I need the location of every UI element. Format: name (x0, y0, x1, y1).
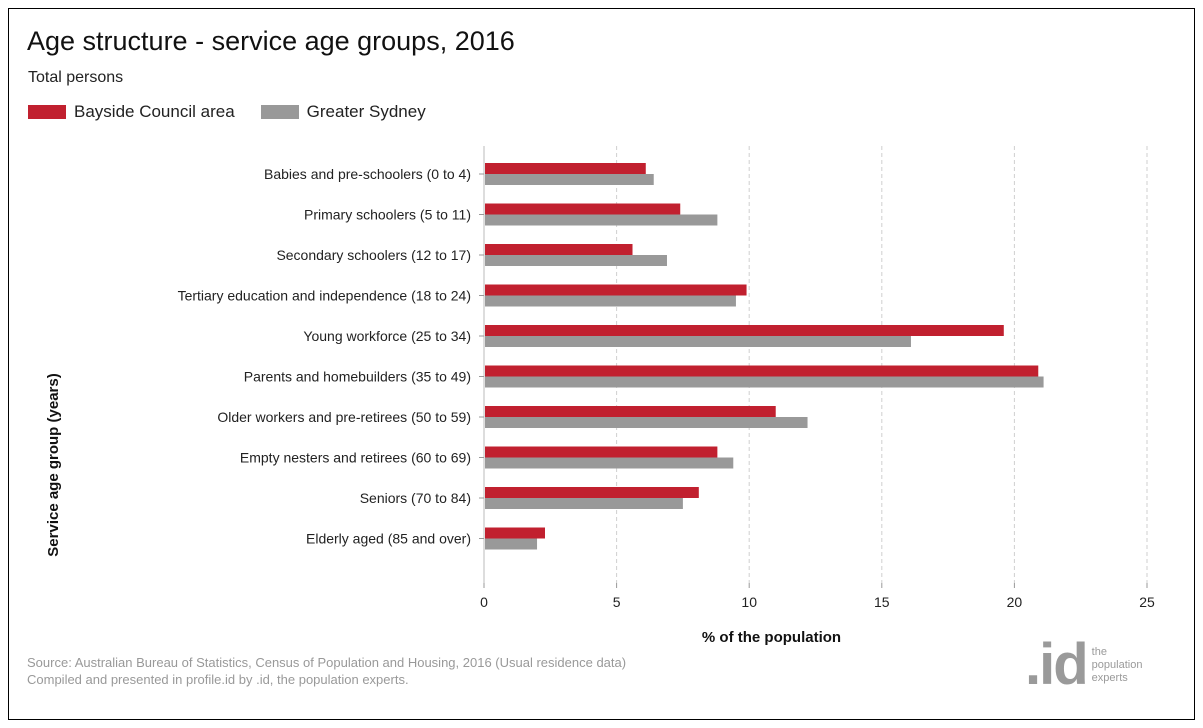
logo-tag-line-1: the (1091, 646, 1107, 658)
bar-greater-sydney (485, 295, 736, 307)
bar-greater-sydney (485, 336, 911, 347)
category-label: Empty nesters and retirees (60 to 69) (240, 450, 471, 466)
x-tick-label: 0 (480, 594, 488, 610)
legend: Bayside Council area Greater Sydney (28, 102, 452, 122)
bar-greater-sydney (485, 417, 808, 428)
bar-bayside (485, 527, 545, 539)
x-tick-label: 25 (1139, 594, 1155, 610)
x-tick-label: 5 (613, 594, 621, 610)
bar-bayside (485, 244, 633, 255)
bar-greater-sydney (485, 376, 1044, 388)
category-label: Secondary schoolers (12 to 17) (276, 247, 471, 263)
id-logo: .id the population experts (1025, 632, 1143, 697)
bar-bayside (485, 203, 681, 215)
bar-bayside (485, 365, 1039, 377)
bar-bayside (485, 406, 776, 417)
category-label: Babies and pre-schoolers (0 to 4) (264, 166, 471, 182)
legend-item-bayside[interactable]: Bayside Council area (28, 102, 235, 122)
x-tick-label: 20 (1007, 594, 1023, 610)
legend-label-bayside: Bayside Council area (74, 102, 235, 121)
bar-greater-sydney (485, 174, 654, 185)
source-note: Source: Australian Bureau of Statistics,… (27, 654, 626, 688)
category-label: Elderly aged (85 and over) (306, 531, 471, 547)
bar-greater-sydney (485, 457, 734, 469)
legend-item-greater-sydney[interactable]: Greater Sydney (260, 102, 426, 122)
category-label: Young workforce (25 to 34) (303, 328, 471, 344)
bar-bayside (485, 325, 1004, 336)
legend-label-greater-sydney: Greater Sydney (306, 102, 426, 121)
bar-greater-sydney (485, 255, 667, 266)
bar-bayside (485, 446, 718, 458)
chart-title: Age structure - service age groups, 2016 (27, 26, 515, 56)
category-label: Tertiary education and independence (18 … (178, 288, 471, 304)
source-line-1: Source: Australian Bureau of Statistics,… (27, 655, 627, 670)
x-tick-label: 10 (741, 594, 757, 610)
chart-frame (8, 8, 1195, 720)
legend-swatch-bayside (28, 105, 66, 119)
source-line-2: Compiled and presented in profile.id by … (27, 672, 409, 687)
category-label: Older workers and pre-retirees (50 to 59… (217, 409, 471, 425)
logo-tagline: the population experts (1092, 646, 1143, 685)
category-label: Seniors (70 to 84) (360, 490, 471, 506)
logo-tag-line-2: population (1091, 659, 1143, 671)
bar-greater-sydney (485, 498, 683, 509)
bar-greater-sydney (485, 214, 718, 226)
legend-swatch-greater-sydney (260, 105, 299, 119)
y-axis-label: Service age group (years) (45, 373, 62, 556)
chart-subtitle: Total persons (28, 69, 124, 86)
x-tick-label: 15 (874, 594, 890, 610)
x-axis-label: % of the population (702, 629, 841, 646)
category-label: Parents and homebuilders (35 to 49) (244, 369, 471, 385)
logo-mark: .id (1025, 632, 1089, 697)
bar-bayside (485, 163, 646, 174)
bar-greater-sydney (485, 538, 538, 550)
bar-bayside (485, 284, 747, 296)
bar-bayside (485, 487, 699, 498)
logo-tag-line-3: experts (1091, 672, 1128, 684)
category-label: Primary schoolers (5 to 11) (304, 207, 471, 223)
